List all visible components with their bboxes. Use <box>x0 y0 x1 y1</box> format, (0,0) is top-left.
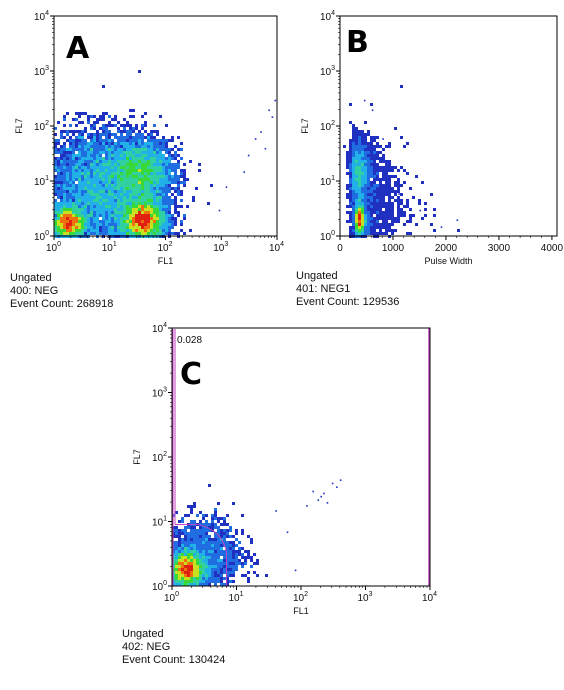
plot-b: 100 101 102 103 104 0 1000 2000 3000 4000 Pulse Wi… <box>300 10 563 266</box>
event-point <box>264 147 267 150</box>
gate-percent-label: 0.028 <box>177 335 202 346</box>
event-point <box>363 99 366 102</box>
event-point <box>306 505 308 507</box>
event-point <box>268 109 270 112</box>
event-point <box>336 486 338 489</box>
event-point <box>382 138 384 140</box>
plot-b-gate: Ungated <box>296 270 338 282</box>
event-point <box>317 499 320 502</box>
x-tick-label: 103 <box>358 591 373 604</box>
event-point <box>323 492 325 495</box>
plot-a-sample: 400: NEG <box>10 285 59 297</box>
y-tick-label: 102 <box>34 120 49 133</box>
x-tick-label: 0 <box>337 243 343 254</box>
x-axis-label: FL1 <box>293 606 309 616</box>
plot-c-sample: 402: NEG <box>122 641 171 653</box>
event-point <box>271 116 274 118</box>
event-point <box>247 154 250 157</box>
sparse-events <box>218 99 277 212</box>
plot-a-event-count: Event Count: 268918 <box>10 298 114 310</box>
y-tick-label: 101 <box>34 175 49 188</box>
plot-a: 100 101 102 103 104 100 101 102 103 104 FL1 FL7 A <box>14 10 284 266</box>
event-point <box>312 490 314 493</box>
plot-b-event-count: Event Count: 129536 <box>296 296 400 308</box>
x-tick-label: 100 <box>46 241 61 254</box>
plot-c: 0.028 100 101 102 103 104 100 101 102 103 104 FL1 FL… <box>132 322 437 616</box>
plot-c-gate: Ungated <box>122 628 164 640</box>
y-tick-label: 100 <box>152 580 167 593</box>
plot-b-sample: 401: NEG1 <box>296 283 351 295</box>
panel-letter: C <box>180 357 202 392</box>
x-tick-label: 104 <box>422 591 437 604</box>
plot-c-event-count: Event Count: 130424 <box>122 654 226 666</box>
event-point <box>419 209 422 212</box>
event-point <box>274 99 277 102</box>
event-point <box>218 209 221 212</box>
y-tick-label: 100 <box>34 230 49 243</box>
plot-a-gate: Ungated <box>10 272 52 284</box>
event-point <box>286 531 289 534</box>
panel-letter: B <box>346 25 369 60</box>
event-point <box>398 193 400 195</box>
density-cloud <box>54 70 213 238</box>
plot-b-info: Ungated 401: NEG1 Event Count: 129536 <box>296 270 399 309</box>
y-tick-label: 104 <box>34 10 49 23</box>
density-cloud <box>172 484 268 586</box>
x-tick-label: 2000 <box>435 243 458 254</box>
event-point <box>254 138 257 140</box>
x-axis-label: Pulse Width <box>424 256 472 266</box>
panel-letter: A <box>66 31 90 66</box>
x-tick-label: 4000 <box>541 243 564 254</box>
event-point <box>326 502 329 504</box>
x-tick-label: 102 <box>158 241 173 254</box>
y-axis-label: FL7 <box>132 449 142 465</box>
plot-a-info: Ungated 400: NEG Event Count: 268918 <box>10 272 113 311</box>
event-point <box>260 131 262 133</box>
y-tick-label: 102 <box>320 120 335 133</box>
x-tick-label: 103 <box>213 241 228 254</box>
event-point <box>440 226 443 228</box>
event-point <box>408 215 411 217</box>
plot-c-info: Ungated 402: NEG Event Count: 130424 <box>122 628 225 667</box>
y-tick-label: 104 <box>152 322 167 335</box>
event-point <box>331 482 334 485</box>
x-tick-label: 104 <box>269 241 284 254</box>
sparse-events <box>363 99 459 228</box>
y-tick-label: 103 <box>320 65 335 78</box>
event-point <box>225 186 228 188</box>
x-tick-label: 102 <box>293 591 308 604</box>
y-tick-label: 101 <box>152 516 167 529</box>
x-tick-label: 1000 <box>382 243 405 254</box>
event-point <box>243 171 246 173</box>
sparse-events <box>275 479 342 572</box>
event-point <box>339 479 342 481</box>
y-tick-label: 104 <box>320 10 335 23</box>
y-tick-label: 103 <box>152 387 167 400</box>
density-cloud <box>343 85 460 238</box>
x-tick-label: 101 <box>102 241 117 254</box>
y-tick-label: 103 <box>34 65 49 78</box>
x-axis-label: FL1 <box>158 256 174 266</box>
event-point <box>275 510 277 512</box>
event-point <box>371 109 374 112</box>
y-axis-label: FL7 <box>300 118 310 134</box>
event-point <box>294 569 297 572</box>
event-point <box>320 495 323 498</box>
event-point <box>456 219 459 222</box>
y-tick-label: 101 <box>320 175 335 188</box>
y-tick-label: 100 <box>320 230 335 243</box>
y-axis-label: FL7 <box>14 118 24 134</box>
gate-polygon <box>172 329 228 587</box>
x-tick-label: 101 <box>229 591 244 604</box>
x-tick-label: 3000 <box>488 243 511 254</box>
x-tick-label: 100 <box>164 591 179 604</box>
y-tick-label: 102 <box>152 451 167 464</box>
